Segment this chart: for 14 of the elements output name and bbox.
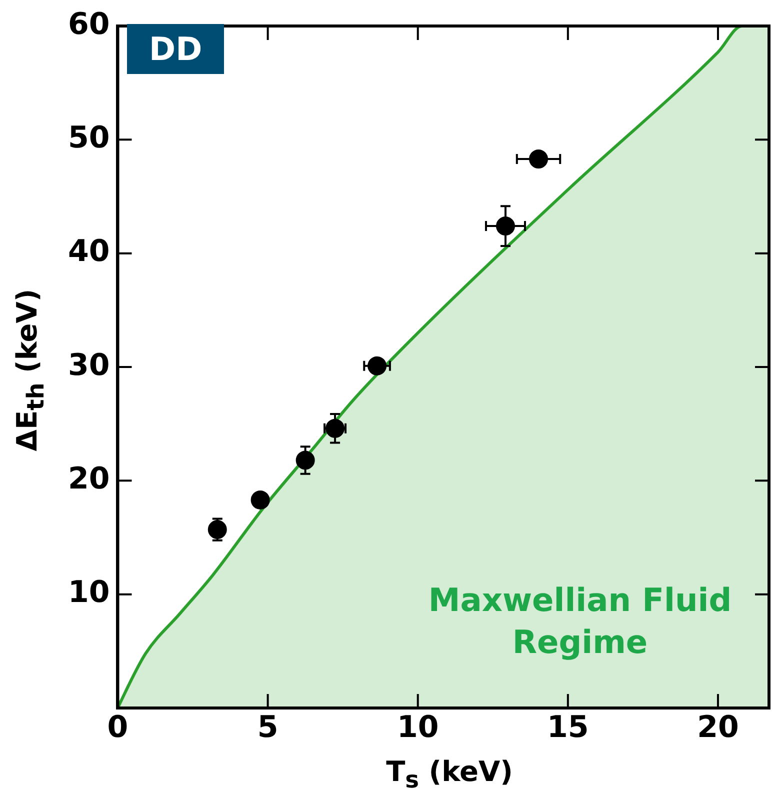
x-axis-title: T$_{s}$ (keV) <box>385 755 514 794</box>
annotation: DD <box>127 24 224 74</box>
annotation: Maxwellian Fluid Regime <box>427 580 733 663</box>
y-tick-label: 30 <box>68 348 110 383</box>
x-tick-label: 15 <box>547 710 589 745</box>
y-tick-label: 40 <box>68 234 110 270</box>
y-tick-label: 60 <box>68 6 110 42</box>
x-tick-label: 0 <box>107 710 128 745</box>
x-tick-label: 20 <box>697 710 739 745</box>
y-tick-label: 20 <box>68 461 110 496</box>
y-tick-label: 50 <box>68 120 110 156</box>
x-tick-label: 10 <box>396 710 439 745</box>
x-tick-label: 5 <box>257 710 278 745</box>
y-tick-label: 10 <box>68 575 110 610</box>
